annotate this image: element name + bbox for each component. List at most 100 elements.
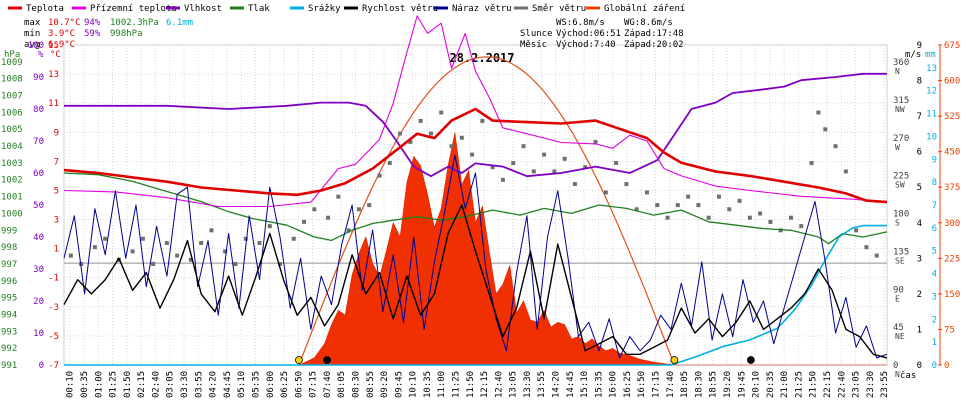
- wind-speed-tick-label: 3: [917, 254, 922, 264]
- pressure-tick-label: 1009: [1, 58, 23, 68]
- x-tick-label: 03:30: [180, 371, 190, 398]
- x-tick-label: 14:45: [566, 371, 576, 398]
- stats-min-temp: 3.9°C: [48, 29, 75, 39]
- wind-speed-tick-label: 1: [917, 325, 922, 335]
- wind-dir-point: [500, 177, 505, 182]
- wind-dir-point: [267, 224, 272, 229]
- wind-dir-tick-label: 360: [893, 58, 909, 68]
- wind-dir-point: [243, 236, 248, 241]
- wind-dir-point: [449, 144, 454, 149]
- temp-tick-label: 7: [54, 157, 59, 167]
- x-tick-label: 17:40: [666, 371, 676, 398]
- wind-dir-point: [398, 131, 403, 136]
- rain-tick-label: 3: [932, 292, 937, 302]
- rain-line: [64, 224, 887, 366]
- rain-tick-label: 10: [926, 132, 937, 142]
- rain-tick-label: 2: [932, 315, 937, 325]
- wind-dir-point: [874, 253, 879, 258]
- pressure-tick-label: 1008: [1, 75, 23, 85]
- rain-tick-label: 5: [932, 247, 937, 257]
- wind-dir-point: [583, 165, 588, 170]
- legend-label: Přízemní teplota: [90, 4, 177, 14]
- legend-label: Náraz větru: [452, 4, 512, 14]
- x-tick-label: 00:10: [66, 371, 76, 398]
- temp-tick-label: 11: [48, 99, 59, 109]
- stats-avg-temp: 6.9°C: [48, 40, 75, 50]
- wind-dir-point: [634, 207, 639, 212]
- x-tick-label: 19:20: [723, 371, 733, 398]
- x-tick-label: 13:05: [509, 371, 519, 398]
- stats-min-hum: 59%: [84, 29, 101, 39]
- wind-dir-point: [387, 161, 392, 165]
- pressure-tick-label: 1007: [1, 92, 23, 102]
- wind-dir-point: [843, 169, 848, 174]
- x-tick-label: 22:40: [837, 371, 847, 398]
- rain-tick-label: 8: [932, 178, 937, 188]
- wind-dir-point: [188, 257, 193, 262]
- stats-avg-label: avg: [24, 40, 40, 50]
- pressure-line: [63, 172, 888, 245]
- wind-dir-point: [716, 194, 721, 199]
- wind-dir-tick-label: 90: [893, 285, 904, 295]
- wind-dir-point: [223, 249, 228, 254]
- rain-tick-label: 12: [926, 87, 937, 97]
- info-moon-set: Západ:20:02: [624, 40, 684, 50]
- sunrise-marker: [294, 356, 303, 364]
- x-tick-label: 17:15: [652, 371, 662, 398]
- wind-dir-point: [788, 215, 793, 220]
- humidity-tick-label: 0: [39, 361, 44, 371]
- wind-dir-tick-label: 225: [893, 172, 909, 182]
- wind-dir-point: [336, 194, 341, 199]
- legend-label: Srážky: [308, 4, 341, 14]
- legend-label: Globální záření: [604, 4, 685, 14]
- wind-dir-point: [799, 224, 804, 229]
- x-tick-label: 19:45: [737, 371, 747, 398]
- wind-dir-point: [408, 139, 413, 144]
- axes: 00:10 00:35 01:00 01:25 01:50 02:15 02:40 03:05…: [1, 41, 960, 398]
- wind-dir-point: [552, 169, 557, 174]
- info-moon-rise: Východ:7:40: [556, 40, 616, 50]
- pressure-tick-label: 991: [1, 361, 17, 371]
- x-tick-label: 13:30: [523, 371, 533, 398]
- wind-speed-tick-label: 0: [917, 361, 922, 371]
- wind-dir-point: [572, 182, 577, 187]
- temp-tick-label: -1: [48, 274, 59, 284]
- x-tick-label: 09:45: [394, 371, 404, 398]
- wind-dir-point: [291, 236, 296, 241]
- wind-dir-point: [675, 203, 680, 208]
- wind-dir-point: [233, 262, 238, 266]
- wind-speed-line: [63, 204, 888, 359]
- wind-dir-point: [346, 228, 351, 233]
- rain-tick-label: 4: [932, 270, 937, 280]
- wind-dir-point: [470, 152, 475, 157]
- humidity-line: [64, 72, 887, 178]
- rain-axis-label: mm: [925, 50, 936, 60]
- temp-tick-label: -7: [48, 361, 59, 371]
- humidity-tick-label: 80: [33, 105, 44, 115]
- wind-dir-name-label: SE: [895, 256, 905, 265]
- wind-dir-point: [809, 161, 814, 165]
- rain-tick-label: 13: [926, 64, 937, 74]
- x-tick-label: 02:15: [137, 371, 147, 398]
- stats-min-press: 998hPa: [110, 29, 143, 39]
- wind-dir-point: [727, 207, 732, 212]
- wind-dir-point: [418, 118, 423, 123]
- wind-speed-tick-label: 6: [917, 148, 922, 158]
- info-sun-rise: Východ:06:51: [556, 29, 621, 39]
- pressure-tick-label: 1006: [1, 108, 23, 118]
- x-tick-label: 03:05: [166, 371, 176, 398]
- x-tick-label: 12:40: [494, 371, 504, 398]
- stats-max-rain: 6.1mm: [166, 18, 193, 28]
- radiation-tick-label: 0: [944, 361, 949, 371]
- info-moon-label: Měsíc: [520, 40, 547, 50]
- wind-speed-tick-label: 7: [917, 112, 922, 122]
- wind-dir-point: [326, 215, 331, 220]
- wind-speed-tick-label: 2: [917, 290, 922, 300]
- wind-dir-point: [562, 156, 567, 161]
- x-tick-label: 16:25: [623, 371, 633, 398]
- wind-dir-point: [164, 240, 169, 245]
- x-tick-label: 11:25: [451, 371, 461, 398]
- wind-dir-point: [209, 228, 214, 233]
- wind-dir-point: [257, 240, 262, 245]
- x-tick-label: 15:35: [594, 371, 604, 398]
